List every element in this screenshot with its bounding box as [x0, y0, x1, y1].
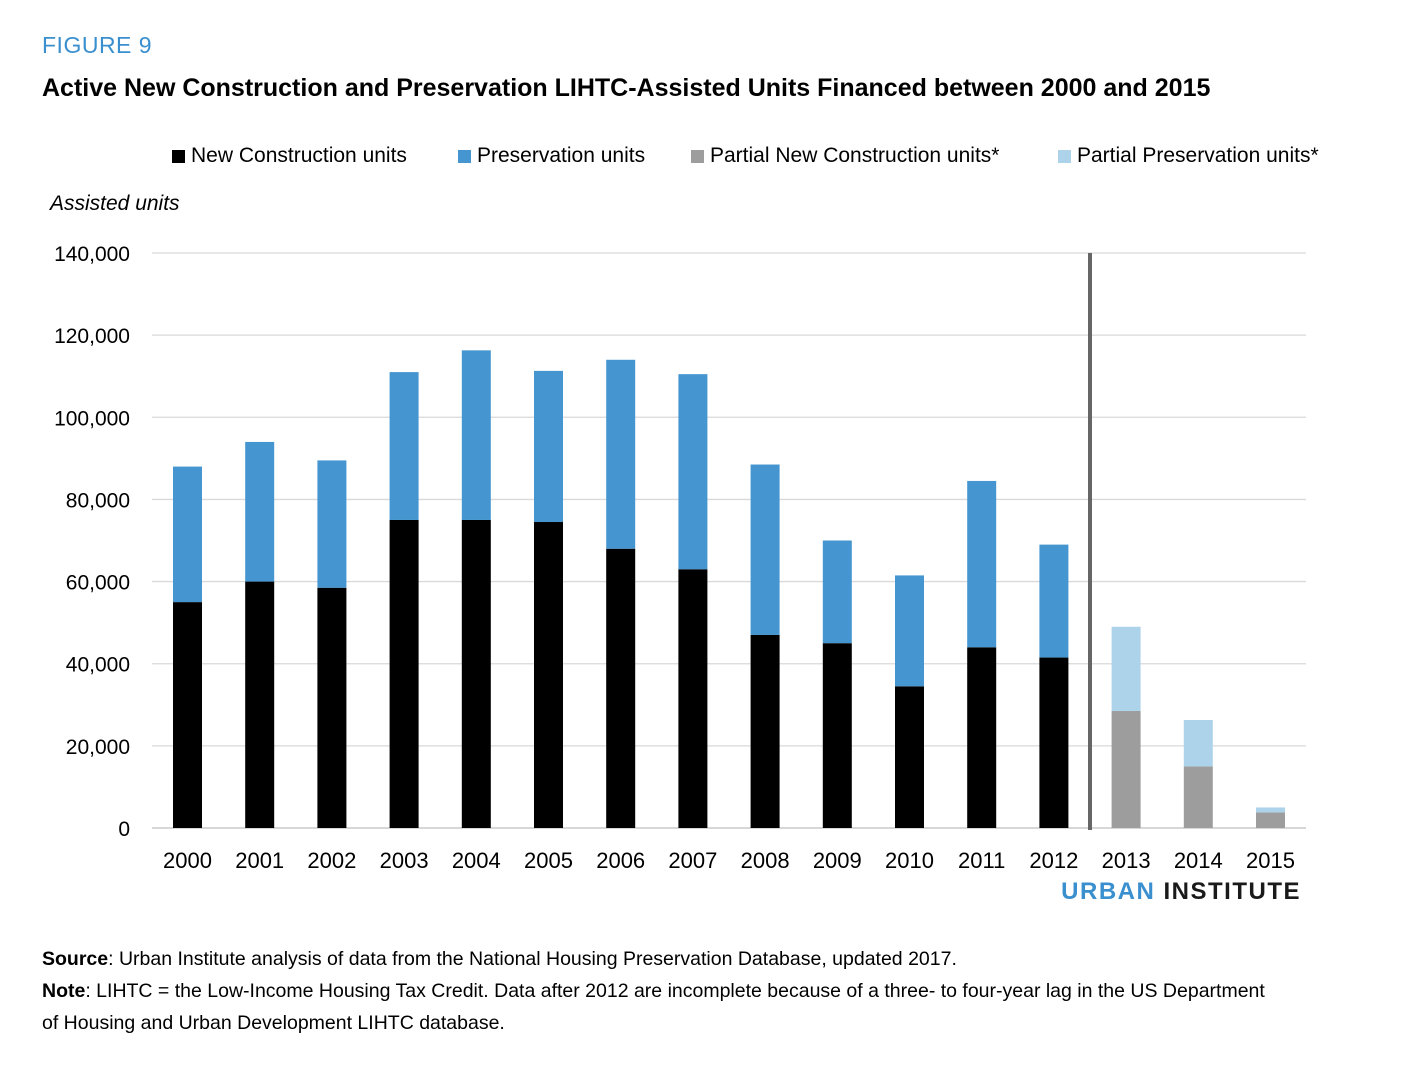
y-tick-label: 140,000	[54, 243, 130, 266]
x-tick-label: 2014	[1174, 848, 1223, 873]
bar-preservation	[173, 466, 202, 603]
x-tick-label: 2004	[452, 848, 501, 873]
y-tick-label: 40,000	[66, 654, 130, 677]
legend-swatch-preservation	[458, 149, 471, 163]
bar-new-construction	[317, 587, 347, 828]
bar-preservation	[895, 575, 924, 687]
bar-new-construction	[895, 686, 924, 828]
x-tick-label: 2009	[813, 848, 862, 873]
x-tick-label: 2012	[1029, 848, 1078, 873]
note-text: : LIHTC = the Low-Income Housing Tax Cre…	[42, 980, 1265, 1034]
bar-partial-preservation	[1256, 807, 1285, 813]
bar-new-construction	[461, 519, 491, 828]
brand-part2: INSTITUTE	[1163, 878, 1301, 905]
source-text: : Urban Institute analysis of data from …	[108, 948, 957, 970]
y-tick-label: 120,000	[54, 325, 130, 348]
bar-partial-preservation	[1111, 626, 1141, 711]
bar-preservation	[317, 460, 347, 588]
legend-label: Partial Preservation units*	[1077, 144, 1319, 167]
y-tick-label: 60,000	[66, 572, 130, 595]
legend-swatch-new-construction	[172, 149, 185, 163]
legend-item-partial-preservation: Partial Preservation units*	[1058, 144, 1319, 168]
bar-partial-new-construction	[1183, 766, 1213, 828]
x-tick-label: 2003	[380, 848, 429, 873]
legend-label: New Construction units	[191, 144, 407, 167]
bar-new-construction	[173, 602, 202, 828]
bar-new-construction	[534, 522, 563, 828]
x-tick-label: 2007	[668, 848, 717, 873]
bar-new-construction	[245, 581, 275, 828]
x-tick-label: 2010	[885, 848, 934, 873]
x-tick-label: 2013	[1102, 848, 1151, 873]
bar-partial-preservation	[1183, 719, 1213, 767]
x-tick-label: 2002	[307, 848, 356, 873]
bar-preservation	[967, 480, 997, 648]
legend-label: Partial New Construction units*	[710, 144, 1000, 167]
bar-preservation	[678, 374, 708, 570]
bar-new-construction	[1039, 657, 1069, 828]
figure-label: FIGURE 9	[42, 32, 153, 58]
source-note: Source: Urban Institute analysis of data…	[42, 943, 1282, 975]
bar-preservation	[389, 372, 419, 520]
bar-new-construction	[678, 569, 708, 828]
urban-institute-logo: URBAN INSTITUTE	[1061, 878, 1301, 906]
x-tick-label: 2015	[1246, 848, 1295, 873]
bar-preservation	[750, 464, 780, 635]
bar-new-construction	[606, 548, 636, 828]
y-tick-label: 100,000	[54, 407, 130, 430]
bar-new-construction	[750, 634, 780, 828]
legend-item-preservation: Preservation units	[458, 144, 645, 168]
legend: New Construction units Preservation unit…	[0, 144, 1414, 174]
y-tick-label: 80,000	[66, 489, 130, 512]
legend-swatch-partial-preservation	[1058, 149, 1071, 163]
notes: Source: Urban Institute analysis of data…	[42, 943, 1282, 1039]
bar-preservation	[1039, 544, 1069, 658]
bar-partial-new-construction	[1111, 710, 1141, 828]
x-tick-label: 2005	[524, 848, 573, 873]
legend-swatch-partial-new-construction	[691, 149, 704, 163]
x-tick-label: 2008	[741, 848, 790, 873]
brand-part1: URBAN	[1061, 878, 1156, 905]
y-tick-label: 0	[118, 818, 130, 841]
x-tick-label: 2001	[235, 848, 284, 873]
source-label: Source	[42, 948, 109, 970]
legend-label: Preservation units	[477, 144, 646, 167]
bar-preservation	[822, 540, 852, 644]
legend-item-partial-new-construction: Partial New Construction units*	[691, 144, 999, 168]
bar-preservation	[606, 359, 636, 549]
bar-preservation	[245, 441, 275, 582]
y-axis-title: Assisted units	[50, 192, 180, 215]
bar-partial-new-construction	[1256, 812, 1285, 828]
legend-item-new-construction: New Construction units	[172, 144, 407, 168]
bar-preservation	[534, 370, 563, 523]
bar-new-construction	[389, 519, 419, 828]
bar-new-construction	[967, 647, 997, 828]
chart-title: Active New Construction and Preservation…	[42, 74, 1211, 102]
x-tick-label: 2000	[163, 848, 212, 873]
x-tick-label: 2011	[958, 848, 1005, 873]
bar-new-construction	[822, 643, 852, 828]
note-label: Note	[42, 980, 86, 1002]
bar-preservation	[461, 350, 491, 520]
y-tick-label: 20,000	[66, 736, 130, 759]
note-text-block: Note: LIHTC = the Low-Income Housing Tax…	[42, 975, 1282, 1039]
x-tick-label: 2006	[596, 848, 645, 873]
